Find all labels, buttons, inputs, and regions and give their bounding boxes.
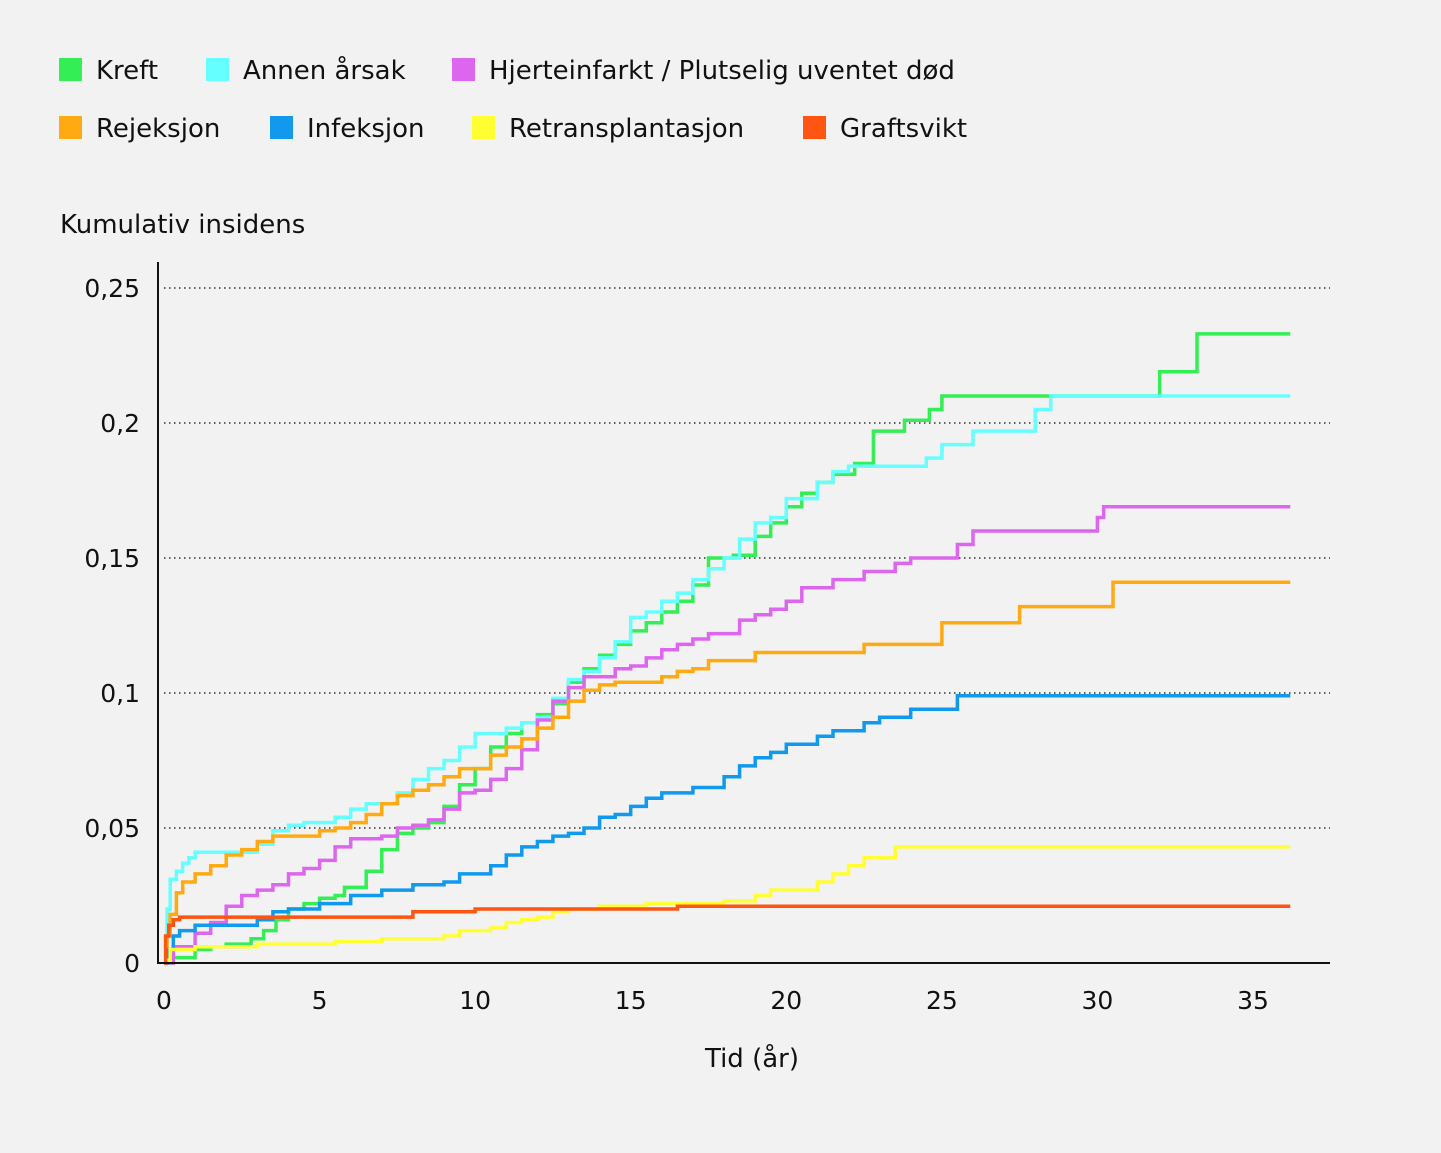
- x-tick-label: 20: [770, 986, 802, 1015]
- x-tick-label: 10: [459, 986, 491, 1015]
- x-tick-label: 35: [1237, 986, 1269, 1015]
- x-tick-label: 30: [1082, 986, 1114, 1015]
- legend-swatch: [59, 116, 82, 139]
- y-tick-labels: 0 0,05 0,1 0,15 0,2 0,25: [84, 274, 140, 978]
- series-line-6: [163, 904, 1291, 965]
- gridlines: [164, 287, 1330, 829]
- y-tick-label: 0,15: [84, 544, 140, 573]
- legend-swatch: [803, 116, 826, 139]
- legend-label: Annen årsak: [243, 55, 406, 86]
- legend-label: Graftsvikt: [840, 114, 967, 144]
- y-tick-label: 0: [124, 949, 140, 978]
- legend-label: Rejeksjon: [96, 114, 220, 144]
- series-line-3: [164, 580, 1291, 965]
- y-axis-title: Kumulativ insidens: [60, 210, 305, 240]
- y-tick-label: 0,1: [100, 679, 140, 708]
- legend-label: Retransplantasjon: [509, 114, 744, 144]
- series-line-5: [164, 845, 1291, 963]
- x-tick-label: 5: [312, 986, 328, 1015]
- x-tick-label: 0: [156, 986, 172, 1015]
- x-tick-label: 15: [615, 986, 647, 1015]
- legend-item: Infeksjon: [270, 114, 425, 144]
- legend-swatch: [452, 58, 475, 81]
- y-tick-label: 0,05: [84, 814, 140, 843]
- legend-swatch: [270, 116, 293, 139]
- legend-item: Rejeksjon: [59, 114, 220, 144]
- legend-item: Graftsvikt: [803, 114, 967, 144]
- legend-swatch: [472, 116, 495, 139]
- axes: [157, 262, 1330, 964]
- x-tick-labels: 0 5 10 15 20 25 30 35: [156, 986, 1269, 1015]
- legend: Kreft Annen årsak Hjerteinfarkt / Plutseli…: [59, 55, 967, 144]
- legend-label: Hjerteinfarkt / Plutselig uventet død: [489, 56, 955, 86]
- x-tick-label: 25: [926, 986, 958, 1015]
- legend-label: Infeksjon: [307, 114, 425, 144]
- series-line-4: [164, 693, 1291, 965]
- legend-swatch: [206, 58, 229, 81]
- series-line-1: [164, 394, 1291, 952]
- x-axis-title: Tid (år): [704, 1043, 799, 1074]
- legend-label: Kreft: [96, 56, 158, 86]
- legend-swatch: [59, 58, 82, 81]
- series-line-2: [164, 504, 1291, 965]
- legend-item: Annen årsak: [206, 55, 406, 86]
- y-tick-label: 0,2: [100, 409, 140, 438]
- y-tick-label: 0,25: [84, 274, 140, 303]
- series-line-0: [164, 332, 1291, 965]
- legend-item: Retransplantasjon: [472, 114, 744, 144]
- legend-item: Kreft: [59, 56, 158, 86]
- series-lines: [163, 332, 1291, 965]
- legend-item: Hjerteinfarkt / Plutselig uventet død: [452, 56, 955, 86]
